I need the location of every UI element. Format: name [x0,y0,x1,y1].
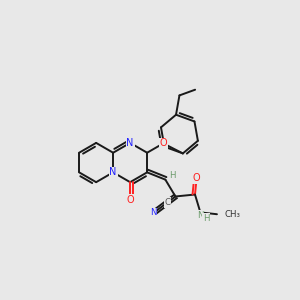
Text: CH₃: CH₃ [225,210,241,219]
Text: O: O [160,138,167,148]
Text: O: O [193,173,200,183]
Text: N: N [197,211,204,220]
Text: H: H [203,214,209,223]
Text: C: C [165,198,171,207]
Text: N: N [126,138,134,148]
Text: O: O [126,195,134,205]
Text: N: N [110,167,117,177]
Text: N: N [150,208,157,217]
Text: H: H [169,171,175,180]
